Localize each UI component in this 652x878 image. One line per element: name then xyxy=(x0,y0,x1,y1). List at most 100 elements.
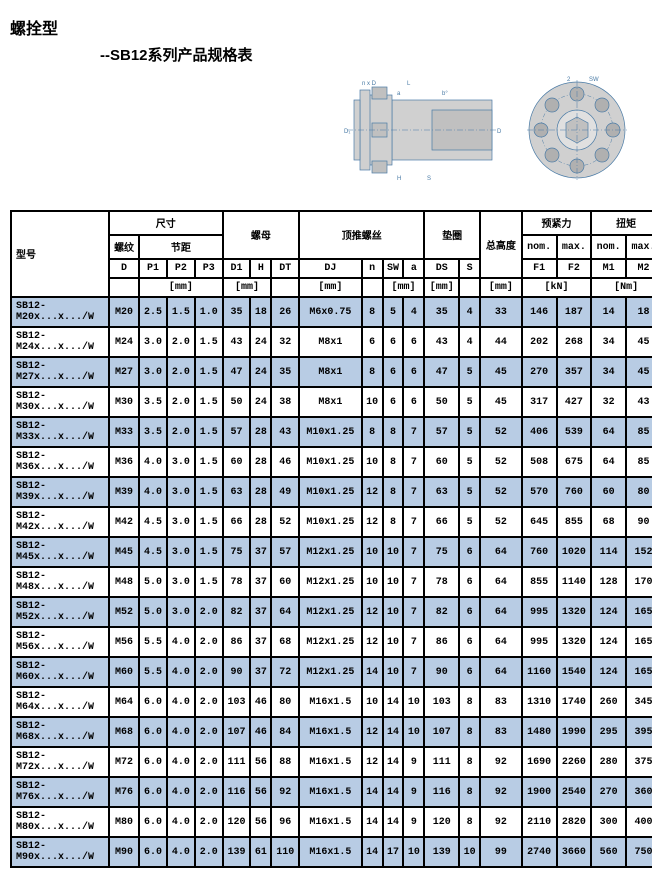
DJ: DJ xyxy=(299,259,362,278)
cell-F2: 427 xyxy=(557,387,592,417)
cell-DS: 60 xyxy=(424,447,459,477)
cell-D: M60 xyxy=(109,657,139,687)
cell-F1: 2110 xyxy=(522,807,557,837)
cell-P1: 3.0 xyxy=(139,357,167,387)
cell-SW: 10 xyxy=(383,597,404,627)
cell-M1: 34 xyxy=(591,327,626,357)
cell-L: 45 xyxy=(480,357,522,387)
cell-D1: 90 xyxy=(223,657,251,687)
cell-D1: 116 xyxy=(223,777,251,807)
cell-M1: 34 xyxy=(591,357,626,387)
cell-P3: 2.0 xyxy=(195,717,223,747)
table-row: SB12-M72x...x.../WM726.04.02.01115688M16… xyxy=(11,747,652,777)
cell-D1: 78 xyxy=(223,567,251,597)
D: D xyxy=(109,259,139,278)
side-view-diagram: L n x D b° a D D₁ H S xyxy=(332,75,502,185)
cell-D1: 66 xyxy=(223,507,251,537)
cell-DS: 120 xyxy=(424,807,459,837)
svg-text:SW: SW xyxy=(589,77,599,83)
cell-model: SB12-M68x...x.../W xyxy=(11,717,109,747)
unit-mm6: [mm] xyxy=(480,278,522,297)
cell-D: M68 xyxy=(109,717,139,747)
cell-SW: 10 xyxy=(383,537,404,567)
cell-a: 7 xyxy=(403,477,424,507)
cell-DT: 80 xyxy=(271,687,299,717)
cell-DJ: M8x1 xyxy=(299,387,362,417)
cell-F1: 508 xyxy=(522,447,557,477)
cell-P1: 5.0 xyxy=(139,567,167,597)
cell-SW: 8 xyxy=(383,477,404,507)
table-row: SB12-M33x...x.../WM333.52.01.5572843M10x… xyxy=(11,417,652,447)
cell-F1: 570 xyxy=(522,477,557,507)
cell-DS: 86 xyxy=(424,627,459,657)
cell-a: 7 xyxy=(403,567,424,597)
cell-a: 10 xyxy=(403,687,424,717)
DS: DS xyxy=(424,259,459,278)
cell-D: M27 xyxy=(109,357,139,387)
cell-model: SB12-M30x...x.../W xyxy=(11,387,109,417)
cell-SW: 6 xyxy=(383,357,404,387)
cell-H: 46 xyxy=(250,687,271,717)
cell-F1: 645 xyxy=(522,507,557,537)
cell-M1: 68 xyxy=(591,507,626,537)
table-row: SB12-M64x...x.../WM646.04.02.01034680M16… xyxy=(11,687,652,717)
cell-M2: 90 xyxy=(626,507,652,537)
cell-P2: 3.0 xyxy=(167,597,195,627)
cell-model: SB12-M42x...x.../W xyxy=(11,507,109,537)
cell-F1: 1480 xyxy=(522,717,557,747)
cell-DT: 96 xyxy=(271,807,299,837)
cell-model: SB12-M80x...x.../W xyxy=(11,807,109,837)
n: n xyxy=(362,259,383,278)
cell-P2: 3.0 xyxy=(167,537,195,567)
cell-DJ: M6x0.75 xyxy=(299,297,362,327)
cell-L: 83 xyxy=(480,717,522,747)
cell-P2: 4.0 xyxy=(167,777,195,807)
cell-M1: 124 xyxy=(591,597,626,627)
cell-D: M42 xyxy=(109,507,139,537)
cell-D1: 43 xyxy=(223,327,251,357)
cell-P3: 1.5 xyxy=(195,327,223,357)
cell-M2: 152 xyxy=(626,537,652,567)
cell-M2: 360 xyxy=(626,777,652,807)
cell-M2: 400 xyxy=(626,807,652,837)
cell-model: SB12-M33x...x.../W xyxy=(11,417,109,447)
cell-DJ: M16x1.5 xyxy=(299,717,362,747)
cell-DT: 60 xyxy=(271,567,299,597)
cell-D: M24 xyxy=(109,327,139,357)
cell-F1: 1690 xyxy=(522,747,557,777)
cell-DJ: M16x1.5 xyxy=(299,777,362,807)
cell-a: 7 xyxy=(403,507,424,537)
cell-P3: 2.0 xyxy=(195,837,223,867)
cell-model: SB12-M24x...x.../W xyxy=(11,327,109,357)
table-row: SB12-M80x...x.../WM806.04.02.01205696M16… xyxy=(11,807,652,837)
table-row: SB12-M68x...x.../WM686.04.02.01074684M16… xyxy=(11,717,652,747)
cell-P3: 2.0 xyxy=(195,807,223,837)
cell-DT: 92 xyxy=(271,777,299,807)
cell-F2: 1540 xyxy=(557,657,592,687)
cell-n: 12 xyxy=(362,597,383,627)
cell-S: 5 xyxy=(459,387,480,417)
cell-DJ: M12x1.25 xyxy=(299,537,362,567)
cell-P3: 1.0 xyxy=(195,297,223,327)
cell-F1: 1900 xyxy=(522,777,557,807)
cell-DS: 43 xyxy=(424,327,459,357)
P3: P3 xyxy=(195,259,223,278)
table-row: SB12-M52x...x.../WM525.03.02.0823764M12x… xyxy=(11,597,652,627)
cell-DS: 50 xyxy=(424,387,459,417)
cell-M1: 280 xyxy=(591,747,626,777)
cell-H: 37 xyxy=(250,657,271,687)
cell-DJ: M10x1.25 xyxy=(299,447,362,477)
cell-DJ: M16x1.5 xyxy=(299,687,362,717)
cell-SW: 17 xyxy=(383,837,404,867)
cell-SW: 8 xyxy=(383,507,404,537)
cell-S: 5 xyxy=(459,357,480,387)
cell-SW: 10 xyxy=(383,567,404,597)
col-thread: 螺纹 xyxy=(109,235,139,259)
cell-SW: 14 xyxy=(383,777,404,807)
cell-D1: 82 xyxy=(223,597,251,627)
cell-P2: 4.0 xyxy=(167,807,195,837)
cell-model: SB12-M76x...x.../W xyxy=(11,777,109,807)
cell-F2: 1020 xyxy=(557,537,592,567)
cell-P2: 4.0 xyxy=(167,687,195,717)
cell-H: 37 xyxy=(250,627,271,657)
